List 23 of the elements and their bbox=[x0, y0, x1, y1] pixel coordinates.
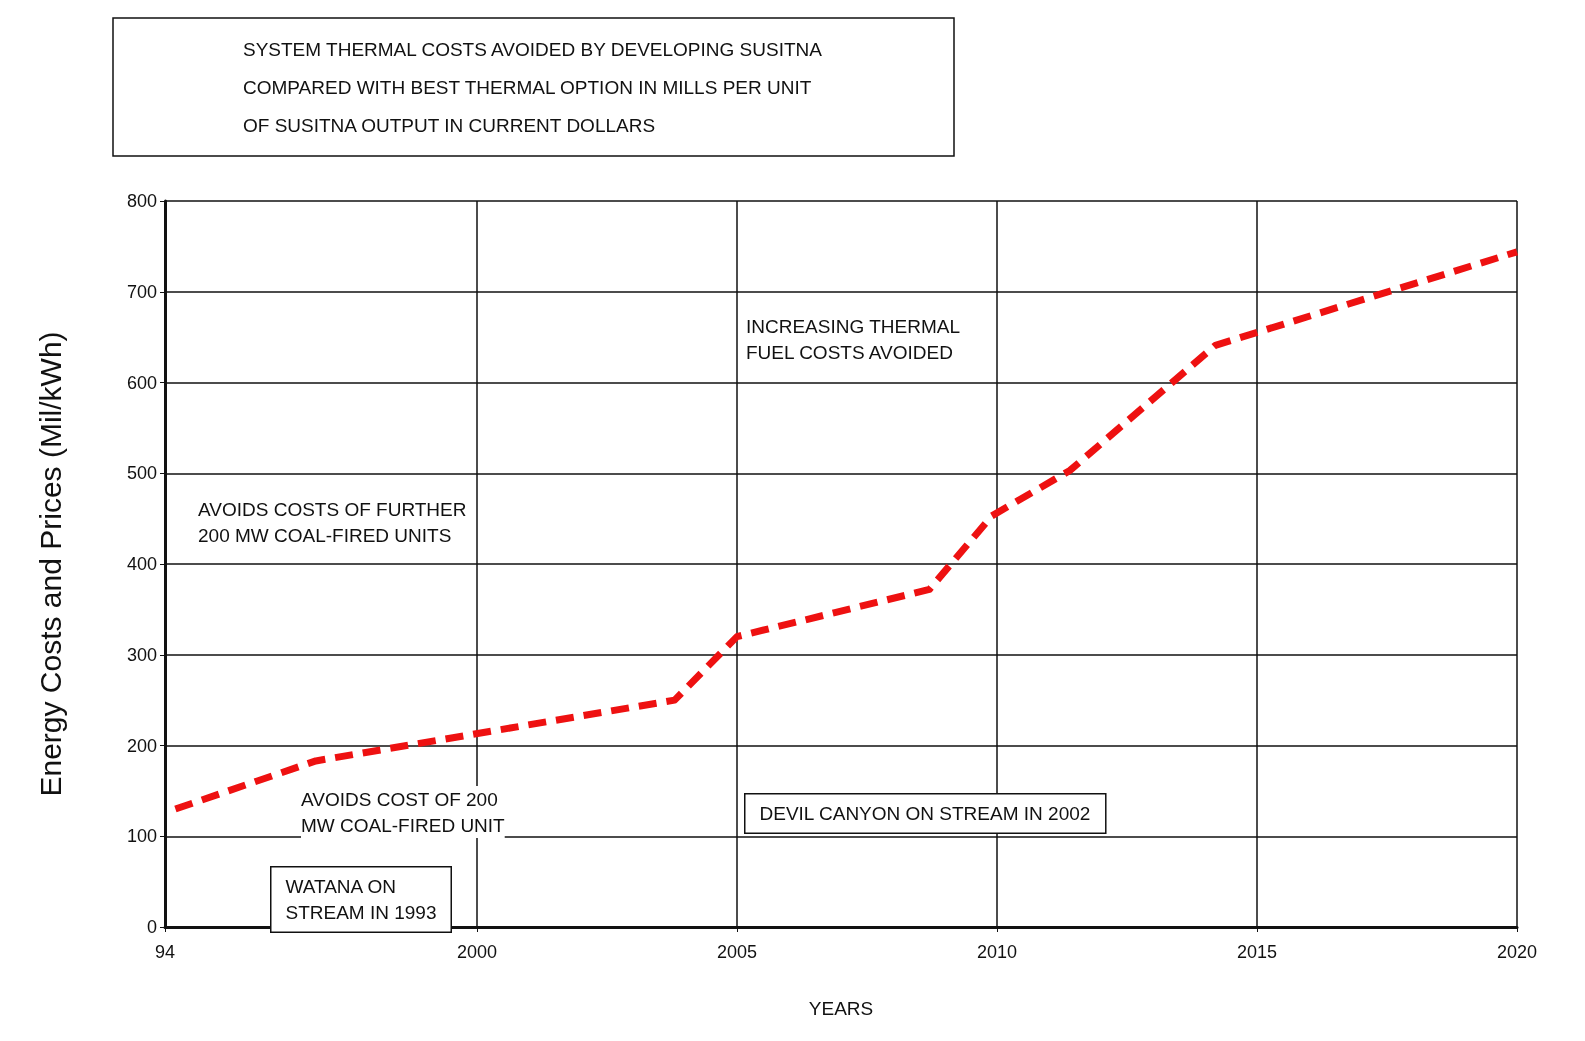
y-tick-label: 800 bbox=[126, 191, 157, 211]
annotation: WATANA ON STREAM IN 1993 bbox=[285, 876, 437, 923]
x-tick-label: 94 bbox=[154, 942, 176, 962]
y-axis-title: Energy Costs and Prices (Mil/kWh) bbox=[33, 331, 67, 797]
y-tick-label: 600 bbox=[126, 372, 157, 393]
x-tick-label: 2015 bbox=[1236, 942, 1278, 962]
y-tick-label: 500 bbox=[126, 463, 157, 484]
x-tick-label: 2000 bbox=[456, 942, 498, 962]
annotation: AVOIDS COSTS OF FURTHER 200 MW COAL-FIRED UNITS bbox=[198, 498, 467, 546]
y-tick-label: 100 bbox=[126, 826, 157, 847]
chart-title: SYSTEM THERMAL COSTS AVOIDED BY DEVELOPING SUSITNA COMPARED WITH BEST THERMAL OPTION IN MILLS PER UNIT OF SUSITNA OUTPUT IN CURRENT DOLLARS bbox=[243, 38, 823, 136]
annotation: AVOIDS COST OF 200 MW COAL-FIRED UNIT bbox=[301, 788, 506, 836]
y-tick-label: 0 bbox=[146, 917, 157, 937]
annotation: DEVIL CANYON ON STREAM IN 2002 bbox=[759, 803, 1091, 824]
annotation: INCREASING THERMAL FUEL COSTS AVOIDED bbox=[746, 315, 960, 363]
y-tick-label: 200 bbox=[126, 735, 157, 756]
x-tick-label: 2020 bbox=[1496, 942, 1538, 962]
y-tick-label: 700 bbox=[126, 281, 157, 302]
x-axis-title: YEARS bbox=[808, 998, 874, 1019]
y-tick-label: 300 bbox=[126, 644, 157, 665]
x-tick-label: 2010 bbox=[976, 942, 1018, 962]
y-tick-label: 400 bbox=[126, 554, 157, 574]
x-tick-label: 2005 bbox=[716, 942, 758, 962]
